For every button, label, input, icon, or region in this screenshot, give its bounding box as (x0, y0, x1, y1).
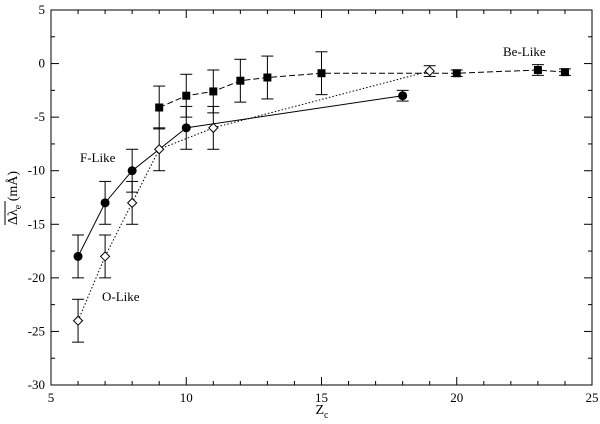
markers-group (72, 65, 569, 326)
y-tick-label: -10 (28, 163, 45, 178)
point-o-like (208, 122, 219, 134)
errorbars-group (72, 51, 571, 343)
series-line-o-like (77, 70, 430, 321)
point-o-like (153, 144, 165, 155)
x-axis-label-main: Z (315, 403, 324, 418)
point-f-like (73, 251, 83, 261)
x-tick-label: 5 (48, 390, 55, 405)
point-be-like (317, 69, 326, 78)
x-tick-label: 25 (586, 390, 599, 405)
x-tick-label: 10 (180, 390, 193, 405)
annotation-o-like: O-Like (102, 289, 140, 304)
point-f-like (398, 91, 408, 101)
point-o-like (424, 65, 435, 77)
point-be-like (155, 103, 164, 112)
series-lines-group (77, 69, 565, 321)
y-tick-label: 5 (39, 2, 46, 17)
point-f-like (100, 198, 110, 208)
point-be-like (236, 76, 245, 85)
point-be-like (560, 68, 569, 77)
point-f-like (181, 123, 191, 133)
series-line-f-like (77, 95, 403, 257)
point-o-like (72, 315, 84, 326)
annotation-f-like: F-Like (80, 150, 116, 165)
point-be-like (209, 87, 218, 96)
annotation-be-like: Be-Like (503, 44, 546, 59)
y-tick-label: -25 (28, 323, 45, 338)
x-axis-label-sub: c (324, 410, 329, 421)
point-o-like (126, 197, 138, 209)
point-o-like (99, 251, 111, 262)
point-be-like (263, 73, 272, 82)
y-axis-label-group: Δλe (mÅ) (4, 171, 24, 225)
y-axis-label-main: Δλ (6, 209, 21, 225)
y-tick-label: -5 (34, 109, 45, 124)
x-axis-label: Zc (315, 403, 329, 421)
point-be-like (533, 66, 542, 74)
point-be-like (182, 91, 191, 100)
y-tick-label: -15 (28, 216, 45, 231)
point-be-like (452, 69, 461, 78)
ticks-group: 5 10 15 20 25 5 0 -5 -10 -15 -20 -25 -30 (28, 2, 599, 405)
y-tick-label: 0 (39, 56, 46, 71)
y-axis-label-unit: (mÅ) (5, 171, 21, 205)
x-tick-label: 15 (315, 390, 328, 405)
y-axis-label: Δλe (mÅ) (5, 171, 24, 225)
y-axis-label-sub: e (13, 204, 24, 209)
y-tick-label: -20 (28, 270, 45, 285)
y-tick-label: -30 (28, 377, 45, 392)
x-tick-label: 20 (450, 390, 463, 405)
point-f-like (127, 166, 137, 176)
